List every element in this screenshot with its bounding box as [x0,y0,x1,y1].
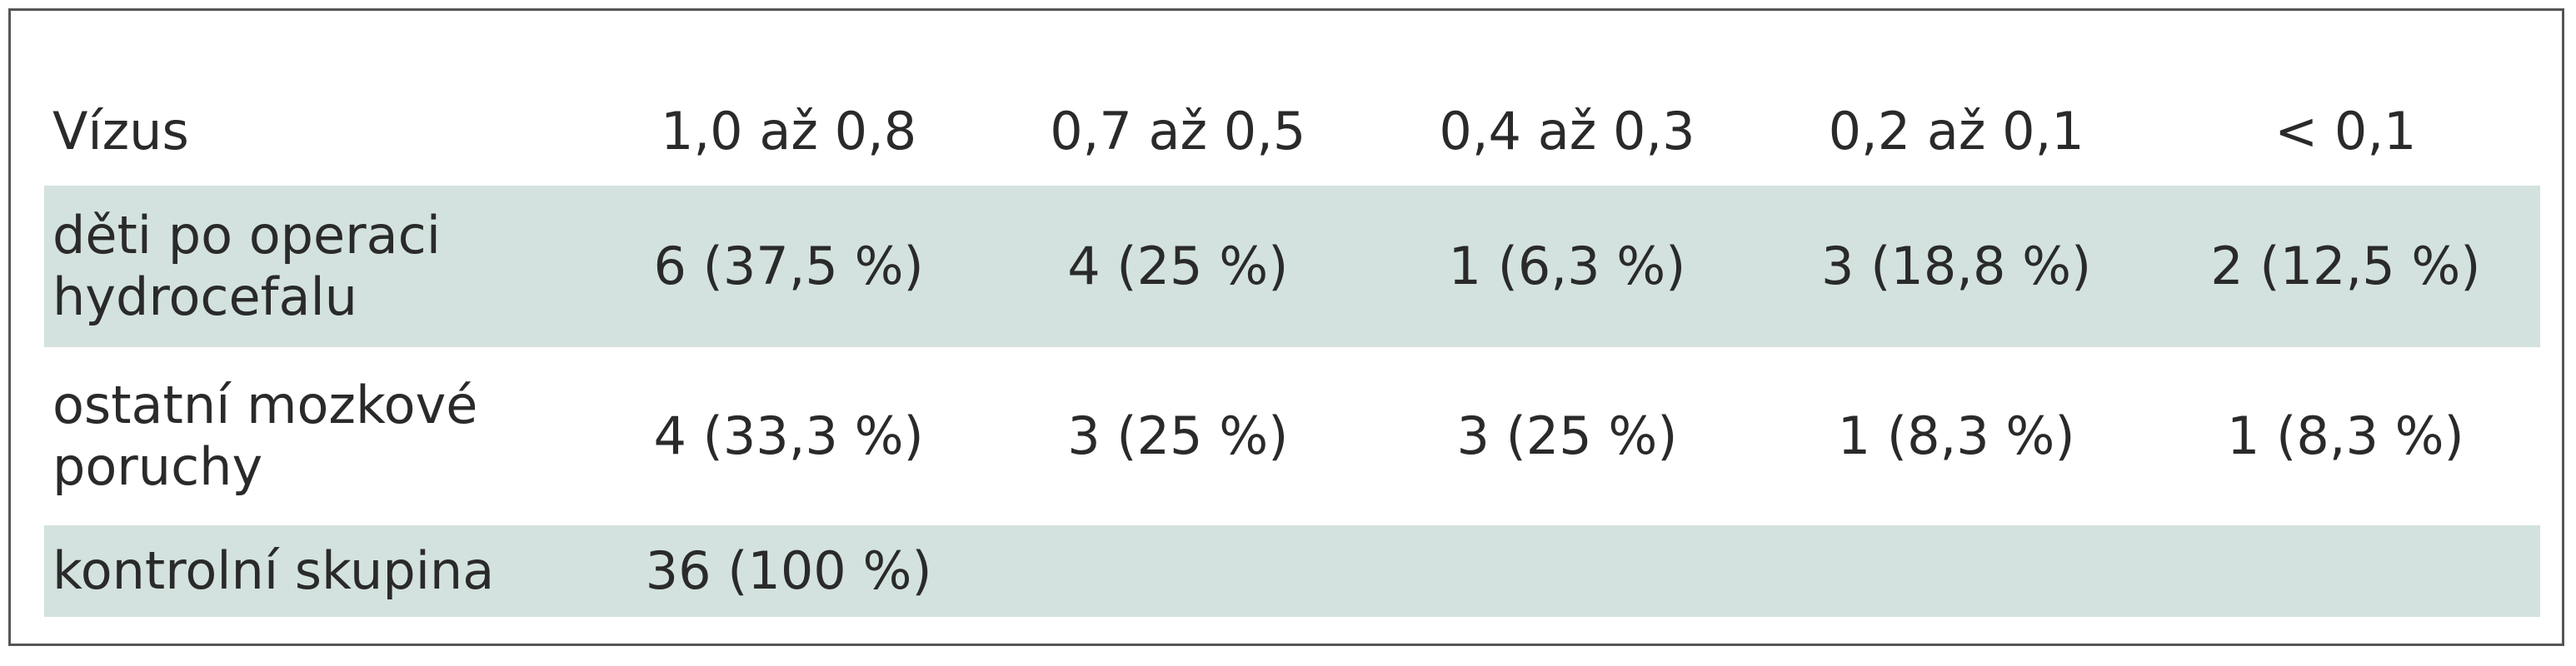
table-body: děti po operaci hydrocefalu 6 (37,5 %) 4 (… [44,181,2540,617]
empty-cell [983,521,1373,617]
table-row: ostatní mozkové poruchy 4 (33,3 %) 3 (25 %… [44,351,2540,521]
empty-cell [2150,521,2540,617]
row-label: děti po operaci hydrocefalu [44,181,594,351]
table-cell: 3 (25 %) [1456,405,1678,466]
empty-cell [1761,521,2151,617]
table-cell: 2 (12,5 %) [2150,181,2540,351]
table-cell: 4 (25 %) [983,181,1373,351]
table-cell: 4 (33,3 %) [653,405,924,466]
header-cell: 1,0 až 0,8 [661,100,917,162]
header-row: Vízus 1,0 až 0,8 0,7 až 0,5 0,4 až 0,3 0,2 a… [44,86,2540,181]
table-cell: 1 (8,3 %) [1837,405,2075,466]
table-row: děti po operaci hydrocefalu 6 (37,5 %) 4 (… [44,181,2540,351]
table-frame: Vízus 1,0 až 0,8 0,7 až 0,5 0,4 až 0,3 0,2 a… [8,8,2564,646]
table-cell: 3 (18,8 %) [1761,181,2151,351]
data-table: Vízus 1,0 až 0,8 0,7 až 0,5 0,4 až 0,3 0,2 a… [44,86,2540,617]
table-row: kontrolní skupina 36 (100 %) [44,521,2540,617]
header-cell: 0,7 až 0,5 [1050,100,1306,162]
row-label: kontrolní skupina [44,521,594,617]
header-cell: 0,2 až 0,1 [1828,100,2084,162]
header-cell: < 0,1 [2274,100,2417,162]
table-cell: 1 (8,3 %) [2226,405,2464,466]
header-cell: Vízus [52,100,189,162]
table-cell: 3 (25 %) [1067,405,1289,466]
table-cell: 1 (6,3 %) [1372,181,1762,351]
empty-cell [1372,521,1762,617]
table-cell: 36 (100 %) [594,521,984,617]
row-label: ostatní mozkové poruchy [52,374,478,497]
table-cell: 6 (37,5 %) [594,181,984,351]
header-cell: 0,4 až 0,3 [1439,100,1695,162]
